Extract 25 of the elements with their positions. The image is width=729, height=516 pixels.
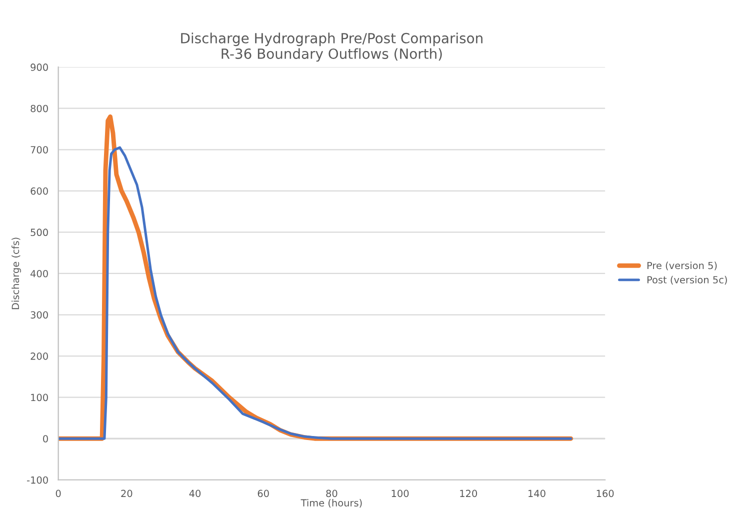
x-tick-label: 40 <box>189 490 201 498</box>
x-tick-label: 100 <box>392 490 409 498</box>
y-tick-label: 100 <box>31 394 48 402</box>
x-tick-label: 80 <box>326 490 338 498</box>
x-tick-label: 0 <box>56 490 61 498</box>
y-tick-label: 300 <box>30 311 48 319</box>
x-tick-label: 20 <box>121 490 132 498</box>
chart-title: Discharge Hydrograph Pre/Post Comparison R-36 Boundary Outflows (North) <box>181 32 482 62</box>
y-tick-label: 200 <box>30 352 48 360</box>
y-tick-label: 0 <box>43 435 48 442</box>
legend-label: Post (version 5c) <box>647 276 727 285</box>
y-tick-label: 900 <box>30 64 48 71</box>
y-tick-label: 400 <box>30 270 48 278</box>
y-tick-label: 800 <box>30 104 48 112</box>
y-tick-label: 500 <box>30 228 48 236</box>
legend-label: Pre (version 5) <box>647 262 717 270</box>
y-tick-label: -100 <box>27 476 48 484</box>
x-tick-label: 120 <box>460 490 478 498</box>
x-tick-label: 140 <box>528 490 546 498</box>
x-tick-label: 160 <box>596 490 614 498</box>
x-tick-label: 60 <box>258 490 269 498</box>
y-tick-label: 700 <box>30 146 48 154</box>
y-axis-title: Discharge (cfs) <box>12 238 21 310</box>
y-tick-label: 600 <box>30 187 48 195</box>
x-axis-title: Time (hours) <box>300 499 362 508</box>
